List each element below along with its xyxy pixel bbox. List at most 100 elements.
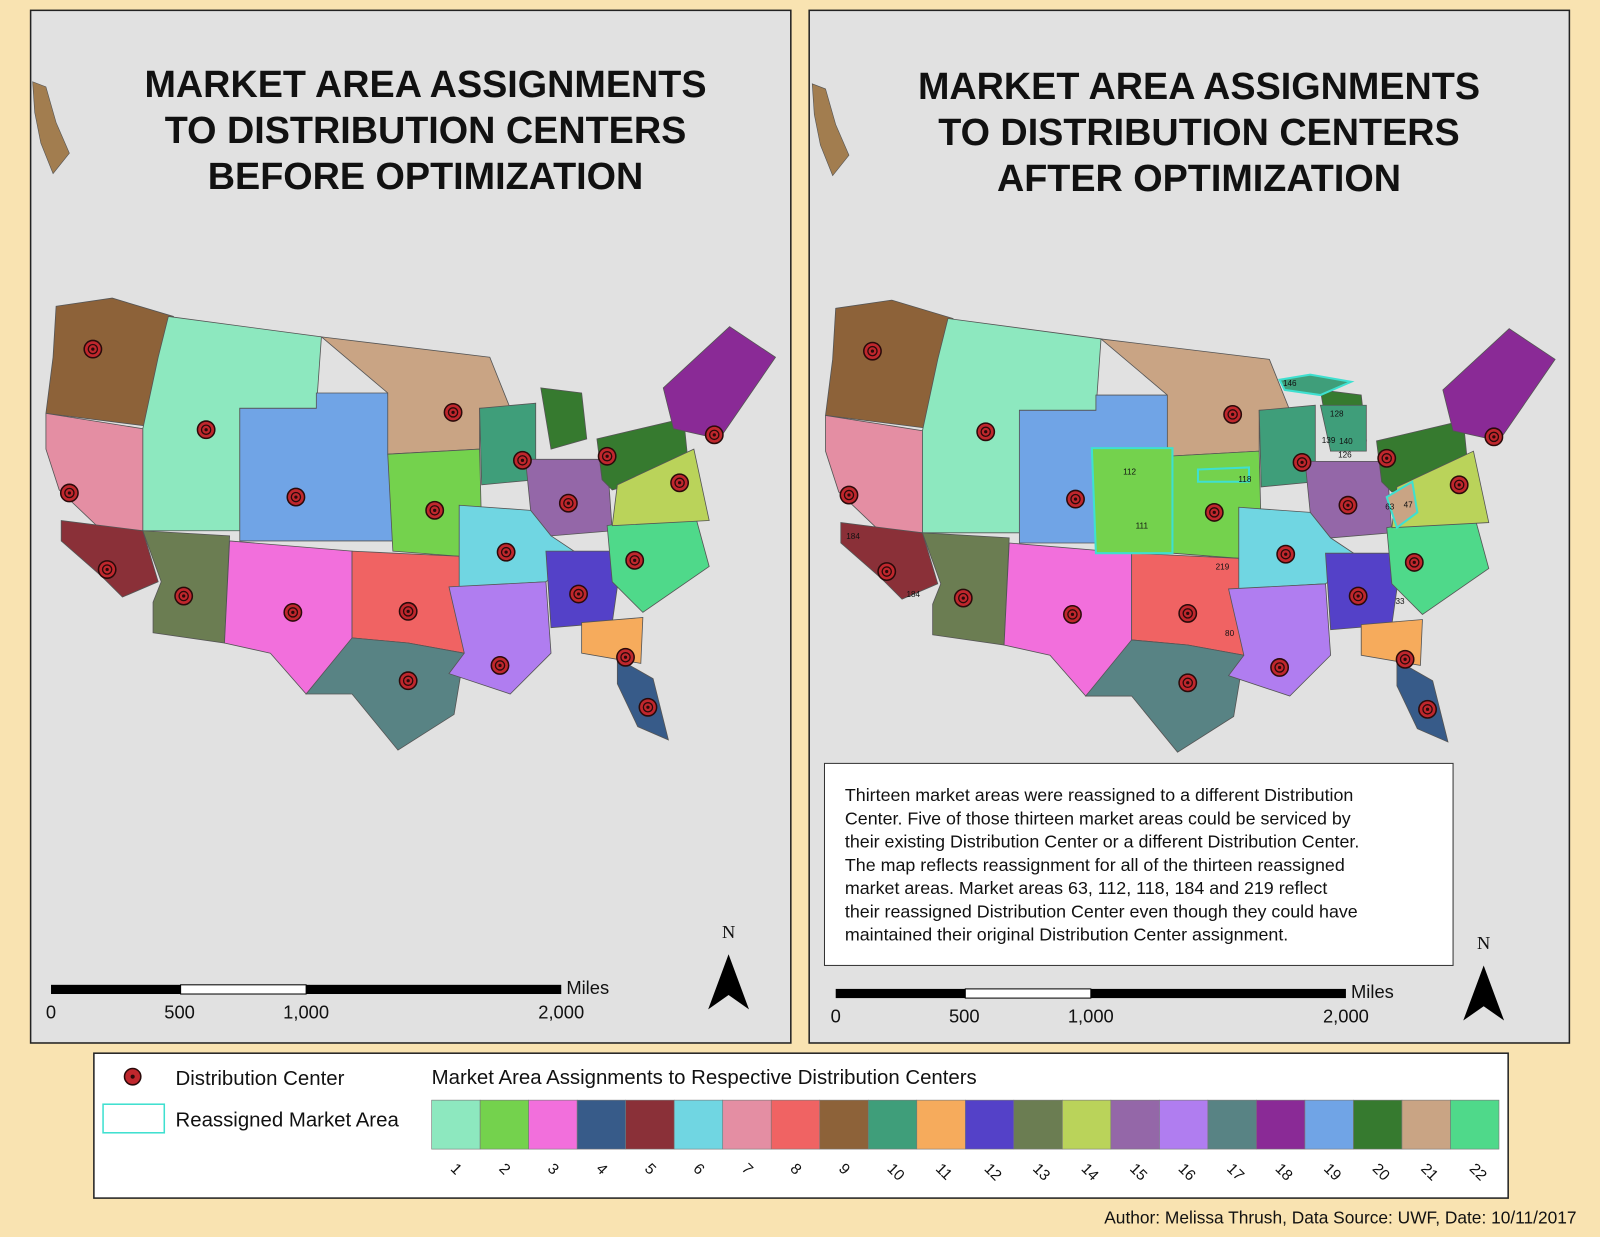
- legend-swatch: [1110, 1099, 1160, 1150]
- market-area-label: 128: [1330, 409, 1344, 418]
- market-area-label: 47: [1404, 500, 1414, 509]
- distribution-center-ring: [642, 702, 654, 713]
- distribution-center-dot: [91, 347, 95, 351]
- distribution-center-ring: [629, 555, 640, 566]
- legend-swatch: [1353, 1099, 1403, 1150]
- distribution-center-dot: [605, 454, 609, 458]
- reassigned-region: [1278, 373, 1355, 397]
- scale-label: 500: [164, 1001, 195, 1022]
- distribution-center-ring: [843, 489, 855, 501]
- distribution-center-dot: [1070, 612, 1075, 617]
- distribution-center-dot: [1073, 497, 1078, 501]
- distribution-center-dot: [406, 679, 410, 683]
- scale-label: 0: [46, 1001, 56, 1022]
- market-area-label: 184: [846, 532, 860, 541]
- distribution-center-ring: [1453, 479, 1465, 491]
- distribution-center-ring: [1399, 654, 1411, 665]
- distribution-center-dot: [504, 550, 508, 554]
- distribution-center-dot: [712, 433, 716, 437]
- distribution-center-ring: [287, 607, 299, 618]
- reassigned-region: [1385, 480, 1419, 530]
- legend-swatch: [1450, 1099, 1500, 1150]
- distribution-center-ring: [200, 424, 212, 435]
- distribution-center-ring: [1274, 662, 1285, 673]
- note-line: their existing Distribution Center or a …: [845, 832, 1359, 852]
- distribution-center-ring: [64, 487, 75, 499]
- reassigned-region: [1196, 466, 1250, 483]
- market-area-label: 112: [1123, 468, 1136, 477]
- legend-swatch: [673, 1099, 724, 1150]
- scale-bar: [1090, 988, 1346, 999]
- distribution-center-dot: [105, 567, 109, 572]
- distribution-center-dot: [520, 458, 525, 462]
- north-arrow: [1463, 965, 1505, 1021]
- distribution-center-ring: [709, 429, 720, 441]
- north-label: N: [1477, 933, 1490, 953]
- distribution-center-dot: [1284, 552, 1288, 556]
- scale-bar: [964, 988, 1092, 999]
- note-line: their reassigned Distribution Center eve…: [845, 901, 1358, 921]
- panel-title: MARKET AREA ASSIGNMENTS: [918, 65, 1480, 107]
- distribution-center-ring: [1381, 453, 1392, 464]
- distribution-center-ring: [1296, 457, 1308, 468]
- scale-unit: Miles: [566, 977, 609, 998]
- scale-label: 500: [949, 1006, 980, 1027]
- distribution-center-ring: [620, 652, 631, 663]
- scale-bar: [51, 984, 181, 995]
- distribution-center-ring: [980, 426, 991, 438]
- distribution-center-dot: [885, 569, 889, 574]
- distribution-center-dot: [291, 610, 295, 615]
- distribution-center-dot: [67, 491, 72, 495]
- market-region: [1084, 639, 1245, 753]
- distribution-center-ring: [402, 606, 414, 617]
- legend-swatch: [722, 1099, 772, 1150]
- distribution-center-ring: [1409, 557, 1420, 568]
- legend-swatch: [576, 1099, 627, 1150]
- distribution-center-dot: [1186, 611, 1190, 616]
- distribution-center-ring: [87, 343, 99, 355]
- market-region: [142, 530, 231, 644]
- distribution-center-dot: [1457, 483, 1461, 487]
- distribution-center-dot: [1492, 435, 1496, 439]
- distribution-center-dot: [1212, 510, 1216, 515]
- market-area-label: 146: [1283, 379, 1297, 388]
- market-region: [1396, 659, 1449, 743]
- distribution-center-dot: [1403, 657, 1407, 661]
- distribution-center-ring: [573, 588, 584, 600]
- distribution-center-ring: [101, 564, 113, 575]
- scale-label: 0: [831, 1006, 841, 1027]
- legend-swatch: [867, 1099, 918, 1150]
- distribution-center-ring: [1488, 431, 1500, 443]
- reassigned-region: [1090, 447, 1174, 555]
- legend-swatch: [479, 1099, 529, 1150]
- scale-label: 1,000: [283, 1001, 329, 1022]
- market-region: [540, 387, 588, 450]
- distribution-center-ring: [290, 491, 302, 503]
- legend-swatch: [1207, 1099, 1257, 1150]
- note-line: Thirteen market areas were reassigned to…: [845, 785, 1353, 805]
- distribution-center-dot: [498, 663, 502, 668]
- distribution-center-dot: [406, 609, 410, 613]
- legend-swatch: [819, 1099, 869, 1150]
- distribution-center-ring: [1422, 704, 1433, 715]
- market-region: [662, 326, 777, 440]
- panel-title: BEFORE OPTIMIZATION: [208, 155, 644, 197]
- distribution-center-dot: [576, 592, 581, 596]
- market-region: [1099, 338, 1291, 457]
- legend-title: Market Area Assignments to Respective Di…: [432, 1067, 977, 1089]
- distribution-center-ring: [1280, 548, 1291, 560]
- legend-swatch: [965, 1099, 1015, 1150]
- scale-bar: [180, 984, 307, 995]
- market-area-label: 139: [1322, 436, 1336, 445]
- legend-swatch: [431, 1099, 481, 1150]
- market-area-label: 118: [1238, 475, 1251, 484]
- market-region: [239, 392, 394, 542]
- distribution-center-ring: [1352, 590, 1364, 602]
- author-credit: Author: Melissa Thrush, Data Source: UWF…: [1104, 1208, 1576, 1228]
- distribution-center-ring: [601, 451, 613, 462]
- market-area-label: 184: [906, 590, 920, 599]
- distribution-center-dot: [433, 508, 437, 512]
- distribution-center-ring: [1067, 609, 1078, 620]
- market-region: [1227, 583, 1332, 697]
- market-region: [611, 448, 710, 527]
